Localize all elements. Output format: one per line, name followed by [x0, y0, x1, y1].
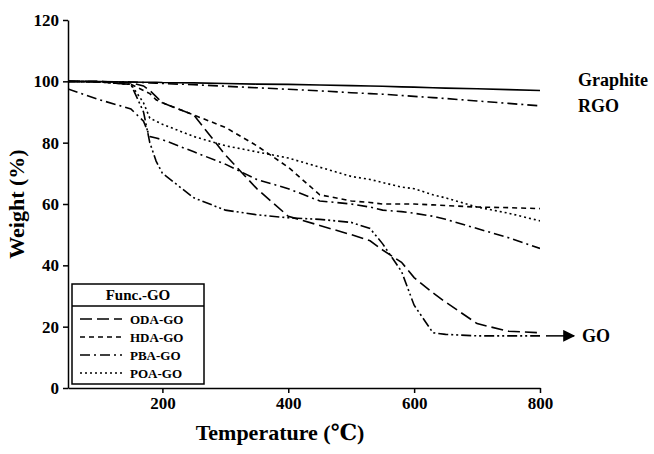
y-tick: 20	[42, 318, 68, 337]
x-axis-title: Temperature (℃)	[196, 420, 365, 445]
series-line	[68, 81, 540, 90]
legend-label: PBA-GO	[130, 348, 181, 363]
y-tick-mark	[63, 388, 68, 390]
x-tick: 200	[150, 388, 176, 413]
legend-title: Func.-GO	[106, 287, 171, 303]
y-tick-label: 40	[42, 256, 59, 275]
x-tick: 400	[276, 388, 302, 413]
legend: Func.-GO ODA-GO HDA-GO PBA-GO POA-GO	[72, 284, 204, 384]
y-axis: 0 20 40 60 80 100 120	[34, 11, 69, 398]
y-tick-mark	[63, 20, 68, 22]
chart: 200 400 600 800 0 20 40 60 80 100 120 Temperature (…	[0, 0, 654, 454]
legend-swatch	[80, 336, 122, 338]
y-tick-mark	[63, 81, 68, 83]
legend-swatch	[80, 354, 122, 356]
y-tick-label: 120	[34, 11, 60, 30]
x-tick: 800	[528, 388, 554, 413]
x-tick-label: 200	[150, 394, 176, 413]
legend-label: HDA-GO	[130, 330, 183, 345]
legend-divider	[72, 305, 204, 307]
y-tick-label: 0	[51, 379, 60, 398]
y-tick-mark	[63, 326, 68, 328]
x-tick-mark	[414, 388, 416, 393]
arrow	[546, 335, 574, 337]
y-tick: 80	[42, 134, 68, 153]
annotation: Graphite	[578, 70, 648, 90]
x-tick-mark	[162, 388, 164, 393]
y-tick: 120	[34, 11, 69, 30]
x-axis-line	[69, 388, 541, 390]
y-tick-label: 20	[42, 318, 59, 337]
y-tick-mark	[63, 204, 68, 206]
x-tick-label: 400	[276, 394, 302, 413]
x-axis: 200 400 600 800	[69, 388, 554, 413]
x-tick-label: 600	[402, 394, 428, 413]
y-tick-label: 60	[42, 195, 59, 214]
legend-swatch	[80, 372, 122, 374]
series-line	[68, 81, 540, 208]
y-tick-mark	[63, 142, 68, 144]
y-tick: 0	[51, 379, 69, 398]
annotation: GO	[582, 326, 610, 346]
y-tick: 40	[42, 256, 68, 275]
series-line	[68, 89, 540, 248]
legend-label: ODA-GO	[130, 312, 183, 327]
x-tick-mark	[540, 388, 542, 393]
legend-label: POA-GO	[130, 366, 182, 381]
series-line	[68, 81, 540, 336]
y-tick-label: 80	[42, 134, 59, 153]
legend-swatch	[80, 318, 122, 320]
x-tick: 600	[402, 388, 428, 413]
x-tick-mark	[288, 388, 290, 393]
plot-area	[68, 81, 540, 336]
y-tick-mark	[63, 265, 68, 267]
x-tick-label: 800	[528, 394, 554, 413]
annotation: RGO	[578, 96, 619, 116]
y-tick-label: 100	[34, 72, 60, 91]
series-line	[68, 81, 540, 332]
y-tick: 100	[34, 72, 69, 91]
legend-box	[72, 284, 204, 384]
y-axis-title: Weight (%)	[4, 149, 29, 258]
y-tick: 60	[42, 195, 68, 214]
